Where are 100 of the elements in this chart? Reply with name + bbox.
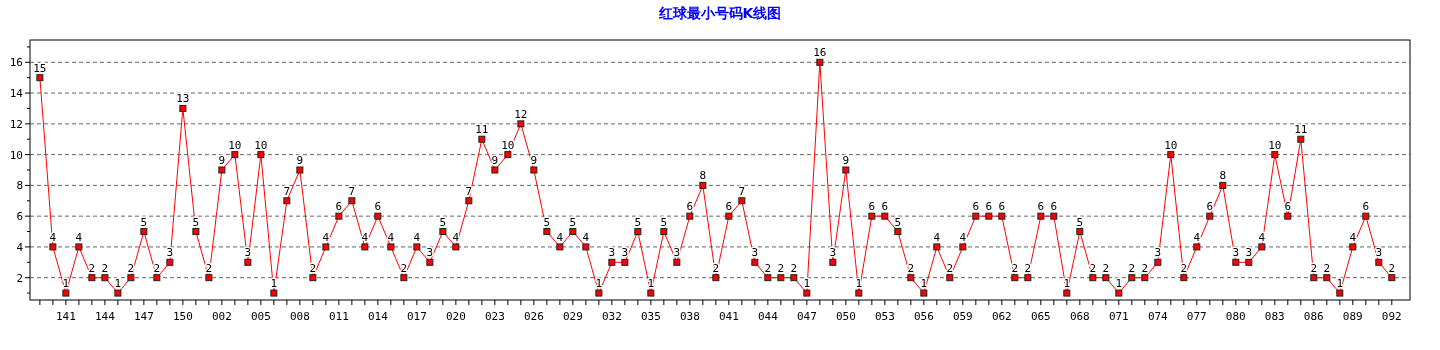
data-label: 3 [829,246,837,260]
data-label: 1 [1115,277,1123,291]
data-label: 4 [452,230,460,244]
data-label: 2 [907,261,915,275]
y-tick-label: 6 [16,210,23,224]
data-label: 10 [1268,138,1282,152]
x-tick-label: 077 [1186,310,1207,323]
data-label: 4 [556,230,564,244]
data-label: 2 [777,261,785,275]
data-label: 7 [348,184,356,198]
data-label: 6 [1362,200,1370,214]
data-label: 2 [1310,261,1318,275]
y-tick-label: 8 [16,179,23,193]
chart-title: 红球最小号码K线图 [657,5,782,21]
x-tick-label: 074 [1147,310,1169,323]
data-label: 10 [501,138,515,152]
data-label: 4 [582,230,590,244]
y-tick-label: 16 [9,56,23,70]
data-label: 1 [1336,277,1344,291]
data-label: 1 [595,277,603,291]
data-label: 3 [1375,246,1383,260]
data-label: 2 [764,261,772,275]
data-label: 11 [1294,123,1308,137]
data-label: 2 [1102,261,1110,275]
x-tick-label: 017 [406,310,427,323]
data-label: 4 [75,230,83,244]
data-label: 10 [228,138,242,152]
x-tick-label: 005 [250,310,271,323]
y-tick-label: 10 [9,148,23,162]
data-label: 6 [335,200,343,214]
data-label: 7 [738,184,746,198]
data-label: 4 [1258,230,1266,244]
data-label: 6 [972,200,980,214]
x-tick-label: 032 [601,310,622,323]
x-tick-label: 089 [1342,310,1363,323]
data-label: 6 [1284,200,1292,214]
data-label: 6 [686,200,694,214]
data-label: 3 [621,246,629,260]
x-tick-label: 008 [289,310,310,323]
data-label: 1 [920,277,928,291]
data-label: 6 [1050,200,1058,214]
x-tick-label: 080 [1225,310,1246,323]
data-label: 9 [296,154,304,167]
data-label: 2 [153,261,161,275]
data-label: 13 [176,92,190,106]
x-tick-label: 086 [1303,310,1324,323]
data-label: 1 [114,277,122,291]
x-tick-label: 068 [1069,310,1090,323]
data-label: 2 [712,261,720,275]
data-label: 1 [647,277,655,291]
data-label: 3 [751,246,759,260]
data-label: 4 [1349,230,1357,244]
x-tick-label: 002 [211,310,232,323]
data-label: 9 [530,154,538,167]
x-tick-label: 044 [757,310,779,323]
data-label: 4 [959,230,967,244]
data-label: 4 [49,230,57,244]
data-label: 6 [374,200,382,214]
data-label: 4 [1193,230,1201,244]
x-tick-label: 092 [1381,310,1402,323]
x-tick-label: 014 [367,310,389,323]
data-label: 5 [192,215,200,229]
data-label: 4 [933,230,941,244]
data-label: 5 [894,215,902,229]
data-label: 4 [387,230,395,244]
data-label: 9 [218,154,226,167]
data-label: 8 [699,169,707,183]
data-label: 2 [1089,261,1097,275]
data-label: 6 [1206,200,1214,214]
y-tick-label: 12 [9,117,23,131]
data-label: 1 [270,277,278,291]
data-label: 2 [1128,261,1136,275]
data-label: 8 [1219,169,1227,183]
data-label: 1 [855,277,863,291]
data-label: 2 [1388,261,1396,275]
data-label: 9 [491,154,499,167]
data-label: 3 [1245,246,1253,260]
data-label: 1 [62,277,70,291]
data-label: 3 [608,246,616,260]
data-label: 4 [322,230,330,244]
x-tick-label: 011 [328,310,349,323]
x-tick-label: 062 [991,310,1012,323]
data-label: 2 [1024,261,1032,275]
data-label: 6 [985,200,993,214]
data-label: 6 [998,200,1006,214]
data-label: 1 [1063,277,1071,291]
x-tick-label: 023 [484,310,505,323]
data-label: 2 [205,261,213,275]
data-label: 12 [514,107,528,121]
x-tick-label: 144 [94,310,116,323]
data-label: 15 [33,61,47,75]
x-tick-label: 147 [133,310,154,323]
data-label: 11 [475,123,489,137]
data-label: 7 [465,184,473,198]
data-label: 2 [1323,261,1331,275]
x-tick-label: 038 [679,310,700,323]
x-tick-label: 020 [445,310,466,323]
data-label: 16 [813,46,827,60]
data-label: 5 [569,215,577,229]
x-tick-label: 056 [913,310,934,323]
